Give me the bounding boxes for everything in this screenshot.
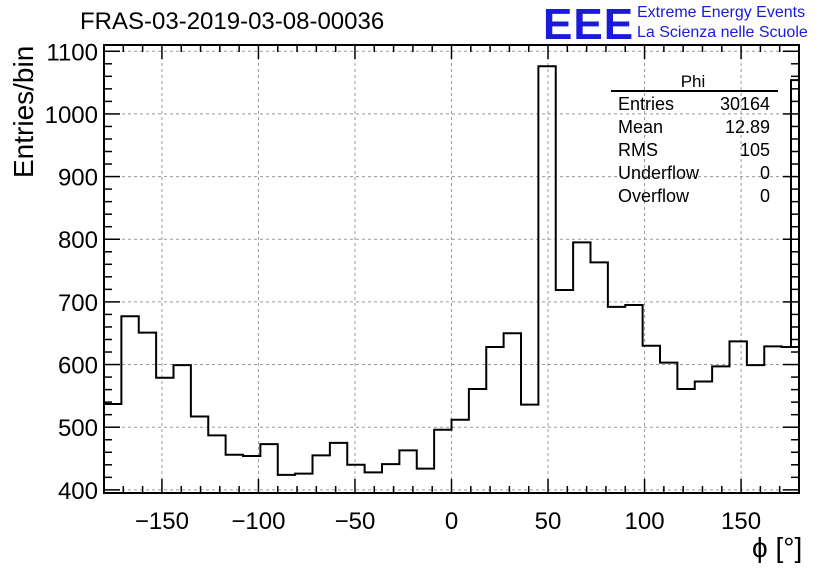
- y-tick-label: 400: [58, 478, 98, 505]
- stats-row-label: RMS: [618, 140, 658, 160]
- logo-line-2: La Scienza nelle Scuole: [637, 24, 808, 41]
- stats-row-value: 12.89: [725, 117, 770, 137]
- stats-row-value: 0: [760, 163, 770, 183]
- chart-title: FRAS-03-2019-03-08-00036: [80, 8, 385, 35]
- stats-row-value: 105: [740, 140, 770, 160]
- x-tick-label: 0: [445, 508, 458, 535]
- axis-ticks: [104, 45, 799, 493]
- x-tick-label: 150: [721, 508, 761, 535]
- stats-row-value: 0: [760, 186, 770, 206]
- x-tick-label: −100: [231, 508, 285, 535]
- y-tick-label: 1100: [46, 39, 98, 66]
- stats-row-value: 30164: [720, 94, 770, 114]
- stats-row-label: Underflow: [618, 163, 700, 183]
- stats-row-label: Entries: [618, 94, 674, 114]
- x-tick-label: −150: [135, 508, 189, 535]
- y-tick-label: 700: [58, 290, 98, 317]
- stats-box: Phi Entries 30164 Mean 12.89 RMS 105 Underflow…: [611, 72, 778, 206]
- logo-line-1: Extreme Energy Events: [637, 4, 806, 21]
- y-tick-label: 600: [58, 353, 98, 380]
- stats-box-title: Phi: [681, 72, 706, 91]
- stats-box-rows: Entries 30164 Mean 12.89 RMS 105 Underflow 0 Ove…: [618, 94, 770, 206]
- y-tick-label: 900: [58, 165, 98, 192]
- histogram-line: [103, 65, 799, 493]
- eee-logo: EEE: [543, 0, 635, 49]
- x-tick-label: −50: [335, 508, 376, 535]
- axis-tick-labels: −150 −100 −50 0 50 100 150 400 500 600 700 800 900 10…: [45, 39, 761, 535]
- y-tick-label: 1000: [45, 102, 98, 129]
- y-tick-label: 500: [58, 415, 98, 442]
- x-tick-label: 100: [625, 508, 665, 535]
- y-tick-label: 800: [58, 227, 98, 254]
- x-tick-label: 50: [535, 508, 562, 535]
- stats-row-label: Overflow: [618, 186, 690, 206]
- x-axis-label: ϕ [°]: [752, 532, 803, 563]
- stats-row-label: Mean: [618, 117, 663, 137]
